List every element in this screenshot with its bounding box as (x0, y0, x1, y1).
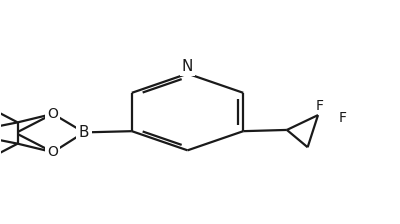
Text: F: F (339, 111, 347, 125)
Text: B: B (79, 125, 89, 140)
Text: N: N (182, 59, 193, 74)
Text: O: O (48, 107, 58, 121)
Text: F: F (316, 99, 324, 113)
Text: O: O (48, 145, 58, 159)
